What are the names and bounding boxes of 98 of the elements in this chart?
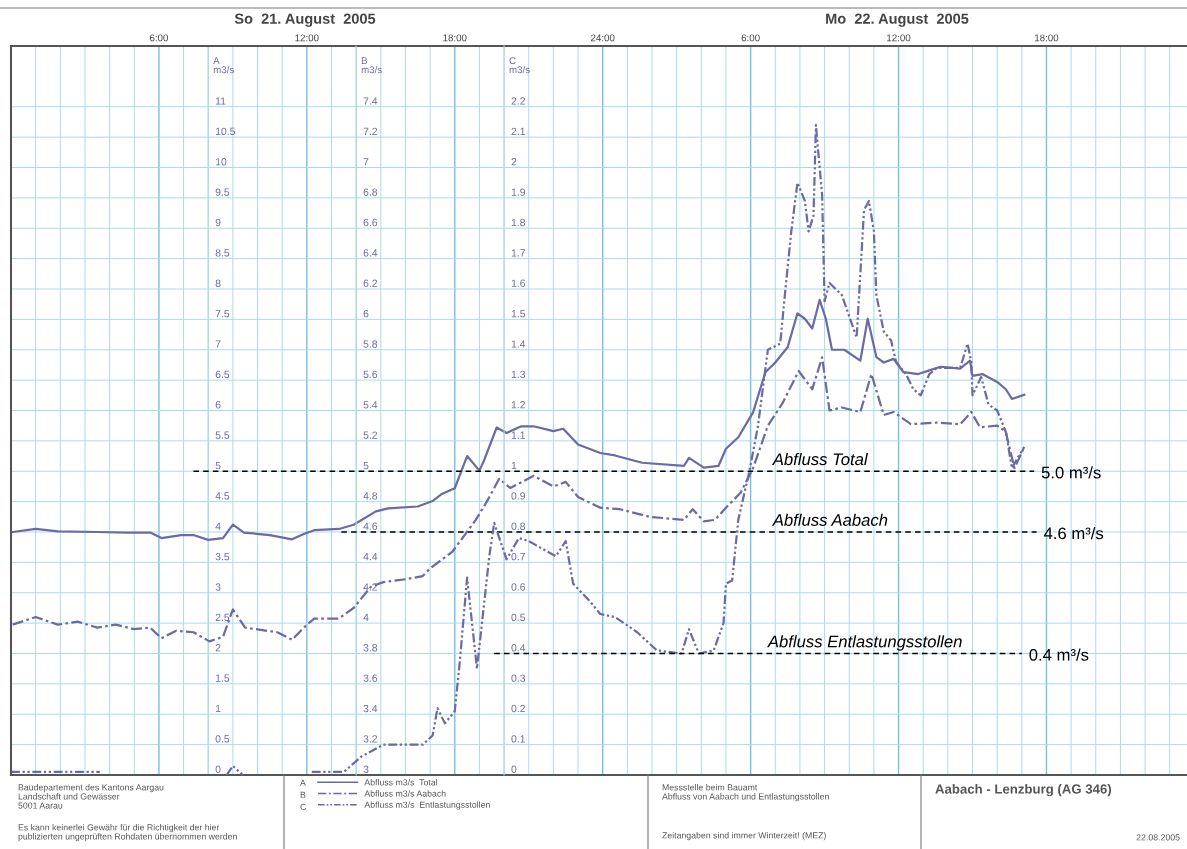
y2-tick-label: 7.2 [363,127,378,135]
y-tick-label: 7.5 [215,310,230,318]
annotation: Abfluss Total [771,452,868,466]
y3-tick-label: 0.2 [511,704,525,713]
text: A [300,779,306,786]
text: Aabach - Lenzburg (AG 346) [935,784,1112,797]
y-axis-title: A m3/s [213,57,234,74]
text: Zeitangaben sind immer Winterzeit! (MEZ) [662,832,826,841]
series-label: 4.6 m³/s [1043,527,1104,540]
x-tick-label: 24:00 [591,34,615,42]
y3-tick-label: 0.1 [511,735,525,743]
legend-label: Abfluss m3/s Entlastungsstollen [364,801,490,810]
y3-tick-label: 2.2 [511,97,525,105]
annotation: Abfluss Entlastungsstollen [767,635,962,651]
y-tick-label: 6.5 [215,370,230,379]
y-tick-label: 5 [215,461,221,470]
y-tick-label: 4 [215,522,221,530]
y3-tick-label: 1.3 [511,370,526,379]
y3-tick-label: 1.6 [511,279,526,287]
y2-tick-label: 4.8 [363,492,378,500]
y2-tick-label: 4.6 [363,522,378,530]
y-tick-label: 9.5 [215,188,230,196]
y3-tick-label: 2.1 [511,127,525,135]
y3-tick-label: 0 [511,765,517,773]
y-tick-label: 3.5 [215,552,230,561]
text: Es kann keinerlei Gewähr für die Richtigkeit der hier publizierten ungeprüften Rohdaten übernommen werden [18,824,237,842]
y3-tick-label: 1.8 [511,218,526,227]
y2-tick-label: 5.8 [363,340,378,348]
y3-tick-label: 1 [511,461,517,470]
y-tick-label: 0 [215,765,221,773]
y-tick-label: 8.5 [215,249,230,257]
y2-tick-label: 3.6 [363,674,378,682]
y3-tick-label: 0.3 [511,674,526,682]
y2-tick-label: 3.4 [363,704,378,713]
y2-tick-label: 5 [363,461,369,470]
y2-tick-label: 5.6 [363,370,378,379]
x-tick-label: 18:00 [1035,34,1059,42]
y3-tick-label: 1.2 [511,401,525,409]
x-tick-label: 18:00 [443,34,467,42]
y2-tick-label: 6.4 [363,249,378,257]
y2-axis-title: B m3/s [361,57,382,74]
legend-label: Abfluss m3/s Total [364,779,438,786]
y2-tick-label: 7.4 [363,97,378,105]
series-label: 5.0 m³/s [1041,466,1101,479]
y-tick-label: 10 [215,158,227,166]
x-tick-label: 6:00 [149,34,169,42]
x-tick-label: 6:00 [741,34,760,42]
y2-tick-label: 3.2 [363,735,378,743]
y-tick-label: 2 [215,644,221,652]
y3-tick-label: 0.8 [511,522,526,530]
y3-tick-label: 1.9 [511,188,526,196]
legend-label: Abfluss m3/s Aabach [364,790,446,797]
series-label: 0.4 m³/s [1029,648,1089,661]
y3-tick-label: 0.7 [511,552,525,561]
y2-tick-label: 7 [363,158,369,166]
y2-tick-label: 4.4 [363,553,378,561]
y-tick-label: 1 [215,704,221,713]
y-tick-label: 10.5 [215,127,236,136]
y2-tick-label: 4 [363,613,369,621]
y-tick-label: 3 [215,583,221,591]
y2-tick-label: 5.4 [363,401,378,409]
y2-tick-label: 6 [363,309,369,318]
y2-tick-label: 6.2 [363,279,378,287]
y-tick-label: 8 [215,279,221,287]
y2-tick-label: 3.8 [363,644,378,652]
y2-tick-label: 5.2 [363,431,378,439]
y3-tick-label: 2 [511,158,517,166]
y3-tick-label: 0.5 [511,613,526,622]
text: Mo 22. August 2005 [826,13,969,27]
text: Baudepartement des Kantons Aargau Landschaft und Gewässer 5001 Aarau [18,784,164,809]
y-tick-label: 9 [215,218,221,227]
annotation: Abfluss Aabach [771,513,888,526]
x-tick-label: 12:00 [295,34,319,42]
text: B [300,791,306,798]
y3-tick-label: 0.6 [511,583,526,591]
y-tick-label: 6 [215,401,221,409]
y3-tick-label: 0.9 [511,492,526,500]
x-tick-label: 12:00 [887,34,911,42]
y-tick-label: 5.5 [215,431,230,439]
y3-tick-label: 1.7 [511,249,525,257]
y3-axis-title: C m3/s [509,57,530,74]
text: Messstelle beim Bauamt Abfluss von Aabach und Entlastungsstollen [662,784,829,802]
y2-tick-label: 6.6 [363,218,378,227]
y3-tick-label: 1.4 [511,340,526,348]
y-tick-label: 1.5 [215,674,230,682]
y3-tick-label: 0.4 [511,644,526,652]
y-tick-label: 11 [215,97,226,105]
y2-tick-label: 6.8 [363,188,378,196]
y2-tick-label: 3 [363,765,369,773]
y3-tick-label: 1.1 [511,431,525,439]
y3-tick-label: 1.5 [511,310,526,318]
text: So 21. August 2005 [234,13,376,27]
text: 22.08.2005 [1136,834,1180,841]
y-tick-label: 0.5 [215,735,230,743]
text: C [300,803,306,810]
y-tick-label: 7 [215,340,221,348]
y-tick-label: 2.5 [215,613,230,622]
y-tick-label: 4.5 [215,492,230,500]
